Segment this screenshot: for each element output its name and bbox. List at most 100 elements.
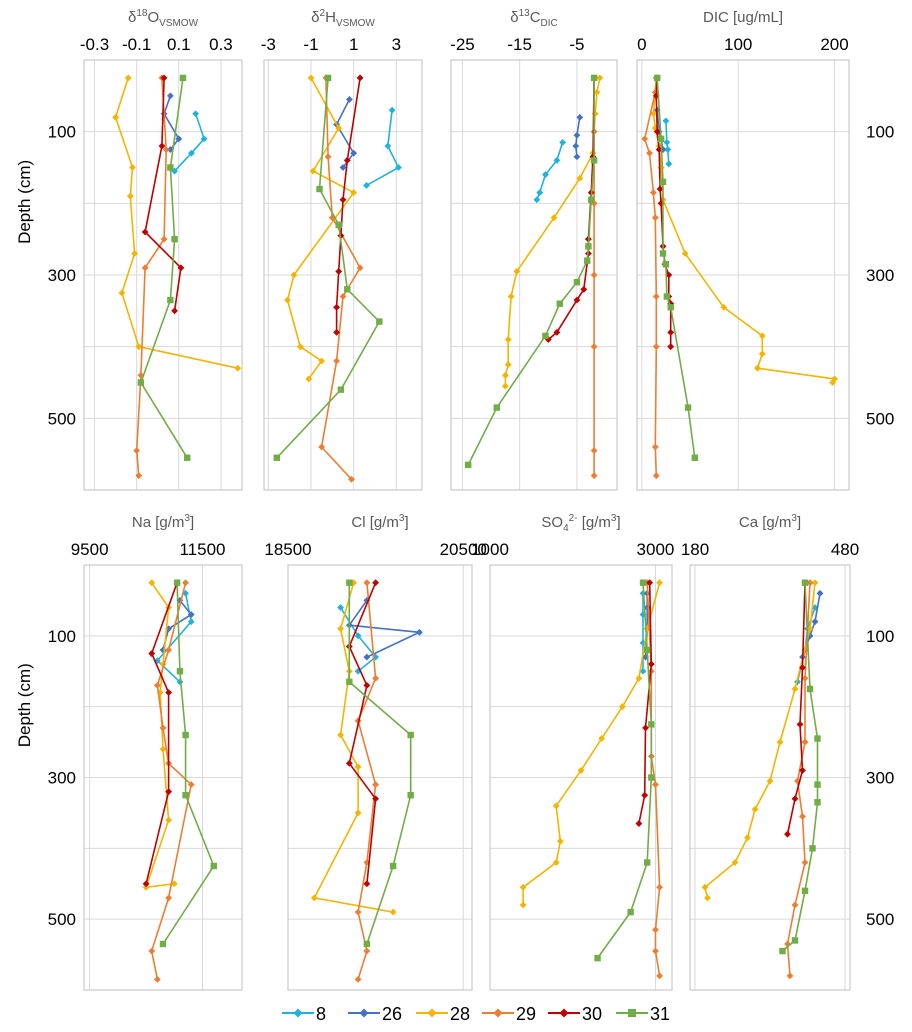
data-point-28 <box>501 382 509 390</box>
series-line-28 <box>522 582 661 905</box>
data-point-31 <box>659 178 667 186</box>
plot-frame <box>263 59 423 491</box>
data-point-31 <box>643 859 651 866</box>
data-point-30 <box>791 795 799 803</box>
legend-marker <box>559 1008 569 1018</box>
data-point-8 <box>200 135 208 143</box>
plot-frame <box>689 564 851 991</box>
legend-item-28: 28 <box>416 1004 470 1024</box>
data-point-31 <box>791 937 799 944</box>
data-point-31 <box>407 792 414 799</box>
y-tick-label-left: 100 <box>48 627 76 646</box>
data-point-30 <box>656 185 664 193</box>
series-line-26 <box>574 117 581 157</box>
data-point-31 <box>667 304 674 311</box>
data-point-30 <box>641 791 649 799</box>
data-point-29 <box>641 135 649 143</box>
data-point-29 <box>318 443 326 451</box>
y-tick-label-left: 300 <box>48 266 76 285</box>
data-point-28 <box>318 357 326 365</box>
legend-label: 28 <box>450 1004 470 1024</box>
data-point-30 <box>141 228 149 236</box>
data-point-29 <box>372 674 380 682</box>
plot-frame <box>83 59 243 491</box>
data-point-30 <box>372 795 380 803</box>
data-point-30 <box>142 880 150 888</box>
data-point-29 <box>651 214 659 222</box>
data-point-29 <box>141 264 149 272</box>
data-point-29 <box>153 682 161 689</box>
data-point-28 <box>635 674 643 682</box>
data-point-29 <box>165 894 173 902</box>
y-axis-label: Depth (cm) <box>15 663 34 747</box>
panel-7: SO42- [g/m3] 1000 3000 <box>471 513 674 991</box>
title-part: 13 <box>519 8 531 19</box>
data-point-30 <box>544 336 552 343</box>
data-point-31 <box>801 887 809 895</box>
data-point-29 <box>363 579 371 587</box>
data-point-28 <box>550 214 558 222</box>
data-point-30 <box>667 343 675 351</box>
panel-title: DIC [ug/mL] <box>703 9 783 26</box>
data-point-29 <box>153 975 161 983</box>
title-part: δ <box>510 9 518 26</box>
data-point-28 <box>234 364 242 372</box>
data-point-29 <box>652 343 660 351</box>
y-tick-label-right: 100 <box>866 123 894 142</box>
data-point-26 <box>811 618 819 626</box>
data-point-30 <box>647 660 655 668</box>
legend-marker <box>628 1009 636 1017</box>
title-part: δ <box>311 9 319 26</box>
title-part: 3 <box>184 513 190 524</box>
data-point-30 <box>165 788 173 796</box>
plot-frame <box>83 564 243 991</box>
legend-marker <box>359 1008 369 1018</box>
x-tick-label: 20500 <box>440 540 487 559</box>
data-point-29 <box>801 674 809 682</box>
x-tick-label: -1 <box>303 35 318 54</box>
data-point-29 <box>133 447 141 454</box>
data-point-30 <box>345 759 353 767</box>
x-tick-label: -15 <box>507 35 532 54</box>
data-point-31 <box>662 261 670 268</box>
data-point-26 <box>576 113 584 121</box>
x-tick-label: -3 <box>261 35 276 54</box>
data-point-28 <box>618 703 626 711</box>
data-point-31 <box>137 379 145 386</box>
title-part: DIC [ug/mL] <box>703 9 783 26</box>
series-line-26 <box>347 599 423 658</box>
data-point-30 <box>160 74 168 82</box>
data-point-28 <box>552 802 560 810</box>
data-point-30 <box>573 296 581 304</box>
data-point-28 <box>776 738 784 746</box>
data-point-28 <box>135 343 143 351</box>
data-point-29 <box>356 264 364 272</box>
data-point-28 <box>142 883 150 891</box>
series-line-30 <box>547 77 595 341</box>
legend: 8 26 28 29 30 31 <box>282 1004 670 1024</box>
plot-frame <box>636 59 850 491</box>
data-point-31 <box>346 579 353 586</box>
data-point-28 <box>681 250 689 257</box>
data-point-29 <box>354 975 362 983</box>
legend-item-26: 26 <box>348 1004 402 1024</box>
data-point-31 <box>573 278 581 286</box>
data-point-28 <box>307 74 315 82</box>
plot-frame <box>489 564 673 991</box>
data-point-29 <box>799 813 806 820</box>
x-tick-label: 480 <box>831 540 859 559</box>
panel-2: δ2HVSMOW -3 -1 1 3 <box>261 8 423 491</box>
data-point-30 <box>553 328 561 336</box>
data-point-28 <box>501 371 509 379</box>
data-point-28 <box>165 816 173 824</box>
x-tick-label: 11500 <box>179 540 225 559</box>
title-part: 2- <box>569 513 578 524</box>
data-point-8 <box>337 604 344 611</box>
panel-3: δ13CDIC -25 -15 -5 <box>450 8 618 491</box>
data-point-28 <box>811 579 819 587</box>
legend-marker <box>427 1008 437 1018</box>
x-tick-label: 100 <box>724 35 752 54</box>
series-line-31 <box>467 77 595 466</box>
y-tick-label-left: 300 <box>48 769 76 788</box>
data-point-31 <box>801 579 809 586</box>
